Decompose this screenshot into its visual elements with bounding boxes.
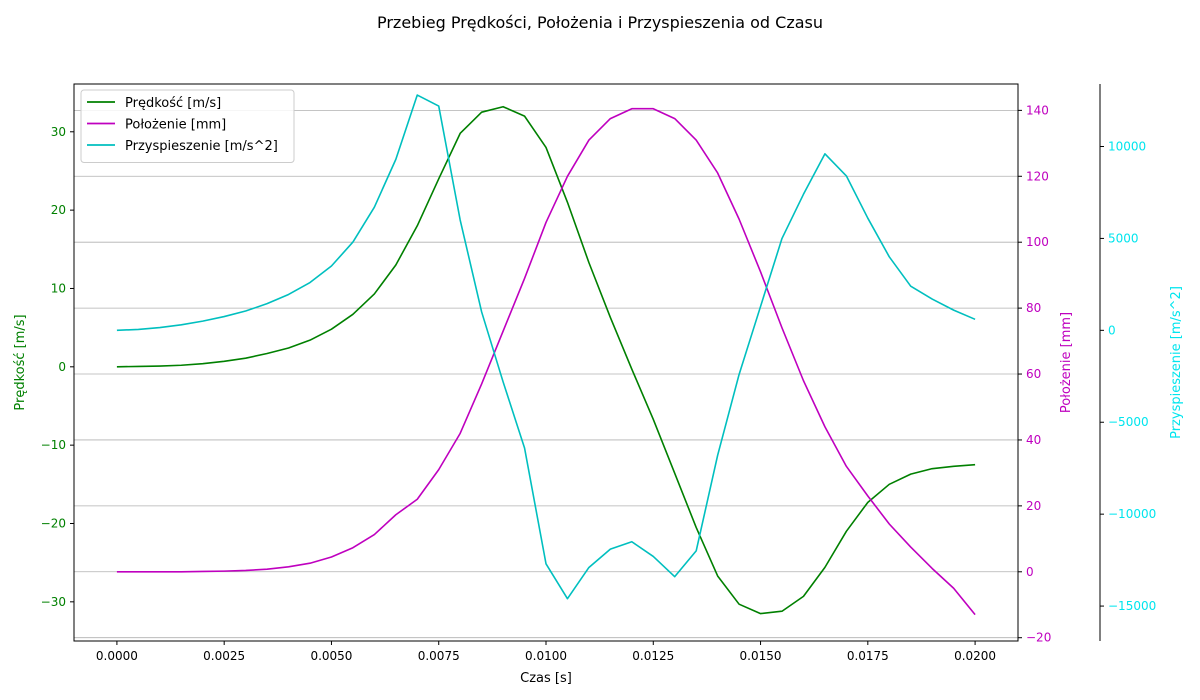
y-tick-label-acceleration-0: −15000 bbox=[1108, 599, 1156, 613]
y-tick-label-position-7: 120 bbox=[1026, 169, 1049, 183]
x-tick-label-4: 0.0100 bbox=[525, 649, 567, 663]
series-line-velocity bbox=[116, 105, 976, 615]
x-tick-label-6: 0.0150 bbox=[740, 649, 782, 663]
x-tick-label-0: 0.0000 bbox=[96, 649, 138, 663]
y-tick-label-velocity-0: −30 bbox=[41, 595, 66, 609]
legend-label-position: Położenie [mm] bbox=[125, 118, 226, 133]
y-tick-label-acceleration-4: 5000 bbox=[1108, 231, 1139, 245]
y-tick-label-acceleration-3: 0 bbox=[1108, 323, 1116, 337]
y-tick-label-velocity-2: −10 bbox=[41, 438, 66, 452]
y-axis-label-position: Położenie [mm] bbox=[1059, 312, 1074, 413]
x-tick-label-8: 0.0200 bbox=[954, 649, 996, 663]
series-layer bbox=[116, 94, 976, 616]
y-tick-label-velocity-3: 0 bbox=[58, 360, 66, 374]
grid-layer bbox=[74, 109, 1018, 639]
axes-layer: 0.0000 0.0025 0.0050 0.0075 0.0100 0.0125 0.01… bbox=[13, 84, 1184, 663]
x-axis-label: Czas [s] bbox=[520, 671, 572, 686]
y-tick-label-position-3: 40 bbox=[1026, 433, 1041, 447]
y-tick-label-position-1: 0 bbox=[1026, 565, 1034, 579]
y-tick-label-position-4: 60 bbox=[1026, 367, 1041, 381]
y-tick-label-position-2: 20 bbox=[1026, 499, 1041, 513]
y-tick-label-acceleration-2: −5000 bbox=[1108, 415, 1149, 429]
x-tick-label-5: 0.0125 bbox=[632, 649, 674, 663]
y-tick-label-position-5: 80 bbox=[1026, 301, 1041, 315]
series-line-position bbox=[116, 107, 976, 616]
y-tick-label-position-8: 140 bbox=[1026, 103, 1049, 117]
x-tick-label-7: 0.0175 bbox=[847, 649, 889, 663]
chart-title: Przebieg Prędkości, Położenia i Przyspie… bbox=[377, 13, 823, 32]
series-line-acceleration bbox=[116, 94, 976, 600]
y-tick-label-velocity-4: 10 bbox=[51, 281, 66, 295]
y-axis-label-velocity: Prędkość [m/s] bbox=[13, 314, 28, 410]
y-axis-label-acceleration: Przyspieszenie [m/s^2] bbox=[1169, 286, 1184, 439]
y-tick-label-velocity-1: −20 bbox=[41, 516, 66, 530]
y-tick-label-velocity-5: 20 bbox=[51, 203, 66, 217]
legend-box bbox=[80, 89, 295, 163]
y-tick-label-acceleration-5: 10000 bbox=[1108, 140, 1146, 154]
legend: Prędkość [m/s] Położenie [mm] Przyspieszen… bbox=[80, 89, 295, 163]
x-tick-label-2: 0.0050 bbox=[310, 649, 352, 663]
legend-label-velocity: Prędkość [m/s] bbox=[125, 96, 221, 111]
x-tick-label-1: 0.0025 bbox=[203, 649, 245, 663]
y-tick-label-velocity-6: 30 bbox=[51, 125, 66, 139]
y-tick-label-position-0: −20 bbox=[1026, 631, 1051, 645]
x-tick-label-3: 0.0075 bbox=[418, 649, 460, 663]
legend-label-acceleration: Przyspieszenie [m/s^2] bbox=[125, 139, 278, 154]
y-tick-label-position-6: 100 bbox=[1026, 235, 1049, 249]
y-tick-label-acceleration-1: −10000 bbox=[1108, 507, 1156, 521]
